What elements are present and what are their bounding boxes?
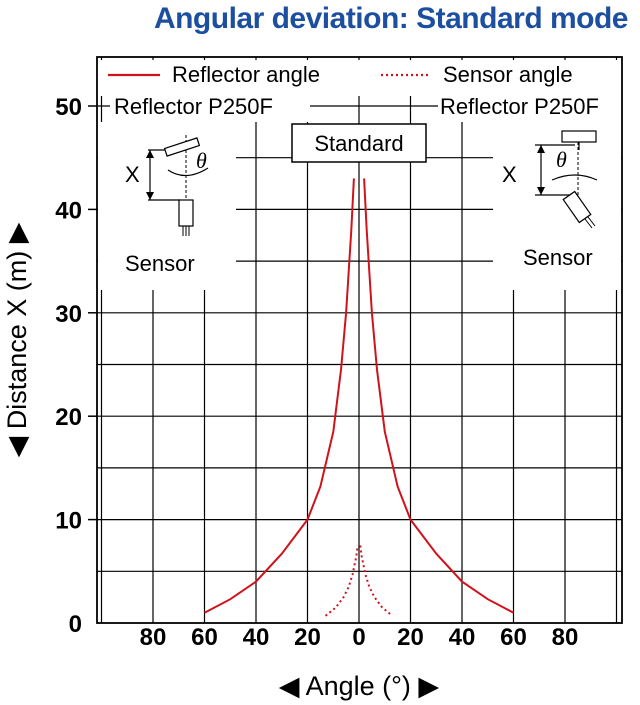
x-tick-label: 80 (552, 624, 579, 651)
x-tick-label: 60 (191, 624, 218, 651)
x-tick-label: 20 (294, 624, 321, 651)
x-mark-right: X (502, 162, 517, 187)
reflector-angle-curve-left (204, 178, 355, 614)
sensor-angle-curve-right (359, 545, 394, 617)
sensor-label-right: Sensor (523, 245, 593, 270)
legend-sensor-angle: Sensor angle (443, 62, 573, 87)
x-tick-label: 0 (352, 624, 365, 651)
curve-layer (204, 178, 514, 617)
right-angle-diagram: X θ (502, 130, 598, 229)
sensor-label-left: Sensor (125, 251, 195, 276)
label-masks (97, 60, 633, 290)
x-tick-label: 40 (449, 624, 476, 651)
standard-box: Standard (291, 123, 427, 163)
x-tick-label: 20 (397, 624, 424, 651)
standard-label: Standard (314, 131, 403, 156)
y-tick-label: 20 (55, 404, 82, 431)
y-tick-label: 40 (55, 197, 82, 224)
reflector-label-left: Reflector P250F (114, 94, 273, 119)
theta-right: θ (556, 147, 567, 172)
x-tick-label: 40 (243, 624, 270, 651)
x-tick-label: 80 (140, 624, 167, 651)
theta-left: θ (196, 148, 207, 173)
left-angle-diagram: X θ (125, 135, 209, 236)
sensor-angle-curve-left (324, 545, 359, 617)
reflector-angle-curve-right (363, 178, 514, 614)
x-mark-left: X (125, 162, 140, 187)
legend: Reflector angle Sensor angle (108, 62, 573, 87)
x-tick-label: 60 (500, 624, 527, 651)
tick-layer: 80 60 40 20 0 20 40 60 80 0 10 20 30 40 50 (55, 94, 578, 651)
chart-title: Angular deviation: Standard mode (153, 2, 629, 35)
y-tick-label: 50 (55, 94, 82, 121)
plot-frame (96, 56, 623, 624)
y-tick-label: 10 (55, 508, 82, 535)
x-axis-label: ◀ Angle (°) ▶ (279, 671, 440, 701)
y-tick-label: 0 (69, 611, 82, 638)
y-tick-label: 30 (55, 301, 82, 328)
reflector-label-right: Reflector P250F (440, 94, 599, 119)
y-axis-label: ◀ Distance X (m) ▶ (2, 222, 32, 457)
legend-reflector-angle: Reflector angle (172, 62, 320, 87)
